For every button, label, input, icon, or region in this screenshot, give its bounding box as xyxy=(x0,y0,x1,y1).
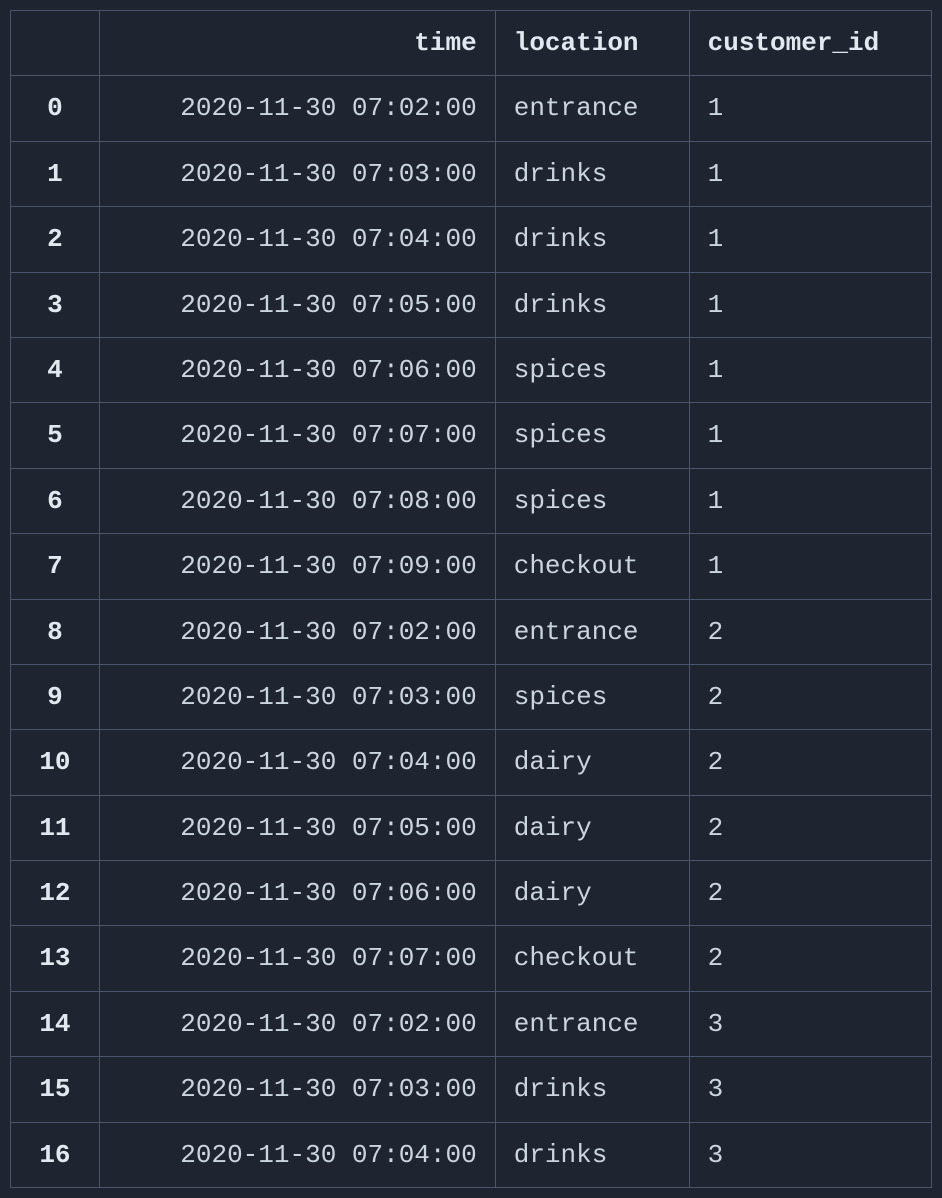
row-index-cell: 16 xyxy=(11,1122,100,1187)
customer-id-cell: 1 xyxy=(689,207,931,272)
customer-id-cell: 2 xyxy=(689,861,931,926)
location-cell: dairy xyxy=(495,730,689,795)
location-cell: checkout xyxy=(495,534,689,599)
row-index-cell: 8 xyxy=(11,599,100,664)
customer-id-cell: 2 xyxy=(689,730,931,795)
customer-id-cell: 1 xyxy=(689,141,931,206)
row-index-cell: 6 xyxy=(11,468,100,533)
customer-id-cell: 2 xyxy=(689,795,931,860)
location-cell: spices xyxy=(495,403,689,468)
table-row: 11 2020-11-30 07:05:00 dairy 2 xyxy=(11,795,932,860)
location-cell: checkout xyxy=(495,926,689,991)
table-row: 2 2020-11-30 07:04:00 drinks 1 xyxy=(11,207,932,272)
location-cell: drinks xyxy=(495,1122,689,1187)
table-row: 14 2020-11-30 07:02:00 entrance 3 xyxy=(11,991,932,1056)
location-cell: drinks xyxy=(495,141,689,206)
table-row: 3 2020-11-30 07:05:00 drinks 1 xyxy=(11,272,932,337)
customer-id-cell: 3 xyxy=(689,991,931,1056)
row-index-cell: 5 xyxy=(11,403,100,468)
customer-id-cell: 2 xyxy=(689,599,931,664)
row-index-cell: 2 xyxy=(11,207,100,272)
time-cell: 2020-11-30 07:06:00 xyxy=(99,337,495,402)
table-row: 5 2020-11-30 07:07:00 spices 1 xyxy=(11,403,932,468)
customer-id-cell: 2 xyxy=(689,664,931,729)
table-row: 13 2020-11-30 07:07:00 checkout 2 xyxy=(11,926,932,991)
row-index-cell: 13 xyxy=(11,926,100,991)
time-cell: 2020-11-30 07:04:00 xyxy=(99,730,495,795)
table-header: time location customer_id xyxy=(11,11,932,76)
table-row: 16 2020-11-30 07:04:00 drinks 3 xyxy=(11,1122,932,1187)
location-cell: dairy xyxy=(495,795,689,860)
time-cell: 2020-11-30 07:07:00 xyxy=(99,403,495,468)
customer-id-cell: 1 xyxy=(689,403,931,468)
row-index-cell: 12 xyxy=(11,861,100,926)
table-row: 0 2020-11-30 07:02:00 entrance 1 xyxy=(11,76,932,141)
time-cell: 2020-11-30 07:06:00 xyxy=(99,861,495,926)
time-cell: 2020-11-30 07:05:00 xyxy=(99,272,495,337)
location-cell: spices xyxy=(495,468,689,533)
table-row: 1 2020-11-30 07:03:00 drinks 1 xyxy=(11,141,932,206)
time-cell: 2020-11-30 07:02:00 xyxy=(99,599,495,664)
customer-id-cell: 3 xyxy=(689,1122,931,1187)
location-cell: dairy xyxy=(495,861,689,926)
table-row: 9 2020-11-30 07:03:00 spices 2 xyxy=(11,664,932,729)
row-index-cell: 9 xyxy=(11,664,100,729)
location-cell: drinks xyxy=(495,207,689,272)
dataframe-table: time location customer_id 0 2020-11-30 0… xyxy=(10,10,932,1188)
time-cell: 2020-11-30 07:03:00 xyxy=(99,1057,495,1122)
customer-id-cell: 1 xyxy=(689,468,931,533)
table-row: 4 2020-11-30 07:06:00 spices 1 xyxy=(11,337,932,402)
column-header-index xyxy=(11,11,100,76)
location-cell: entrance xyxy=(495,991,689,1056)
time-cell: 2020-11-30 07:03:00 xyxy=(99,664,495,729)
customer-id-cell: 1 xyxy=(689,76,931,141)
table-body: 0 2020-11-30 07:02:00 entrance 1 1 2020-… xyxy=(11,76,932,1188)
table-row: 8 2020-11-30 07:02:00 entrance 2 xyxy=(11,599,932,664)
location-cell: spices xyxy=(495,337,689,402)
customer-id-cell: 1 xyxy=(689,272,931,337)
row-index-cell: 3 xyxy=(11,272,100,337)
table-row: 6 2020-11-30 07:08:00 spices 1 xyxy=(11,468,932,533)
row-index-cell: 14 xyxy=(11,991,100,1056)
customer-id-cell: 1 xyxy=(689,337,931,402)
time-cell: 2020-11-30 07:08:00 xyxy=(99,468,495,533)
time-cell: 2020-11-30 07:03:00 xyxy=(99,141,495,206)
row-index-cell: 11 xyxy=(11,795,100,860)
table-row: 15 2020-11-30 07:03:00 drinks 3 xyxy=(11,1057,932,1122)
location-cell: spices xyxy=(495,664,689,729)
column-header-customer-id: customer_id xyxy=(689,11,931,76)
location-cell: entrance xyxy=(495,76,689,141)
time-cell: 2020-11-30 07:04:00 xyxy=(99,207,495,272)
row-index-cell: 10 xyxy=(11,730,100,795)
time-cell: 2020-11-30 07:02:00 xyxy=(99,991,495,1056)
row-index-cell: 7 xyxy=(11,534,100,599)
time-cell: 2020-11-30 07:02:00 xyxy=(99,76,495,141)
time-cell: 2020-11-30 07:05:00 xyxy=(99,795,495,860)
column-header-time: time xyxy=(99,11,495,76)
row-index-cell: 15 xyxy=(11,1057,100,1122)
table-row: 10 2020-11-30 07:04:00 dairy 2 xyxy=(11,730,932,795)
customer-id-cell: 1 xyxy=(689,534,931,599)
table-row: 12 2020-11-30 07:06:00 dairy 2 xyxy=(11,861,932,926)
customer-id-cell: 3 xyxy=(689,1057,931,1122)
table-row: 7 2020-11-30 07:09:00 checkout 1 xyxy=(11,534,932,599)
location-cell: drinks xyxy=(495,272,689,337)
location-cell: entrance xyxy=(495,599,689,664)
time-cell: 2020-11-30 07:04:00 xyxy=(99,1122,495,1187)
location-cell: drinks xyxy=(495,1057,689,1122)
customer-id-cell: 2 xyxy=(689,926,931,991)
row-index-cell: 4 xyxy=(11,337,100,402)
row-index-cell: 1 xyxy=(11,141,100,206)
table-header-row: time location customer_id xyxy=(11,11,932,76)
time-cell: 2020-11-30 07:07:00 xyxy=(99,926,495,991)
time-cell: 2020-11-30 07:09:00 xyxy=(99,534,495,599)
row-index-cell: 0 xyxy=(11,76,100,141)
column-header-location: location xyxy=(495,11,689,76)
